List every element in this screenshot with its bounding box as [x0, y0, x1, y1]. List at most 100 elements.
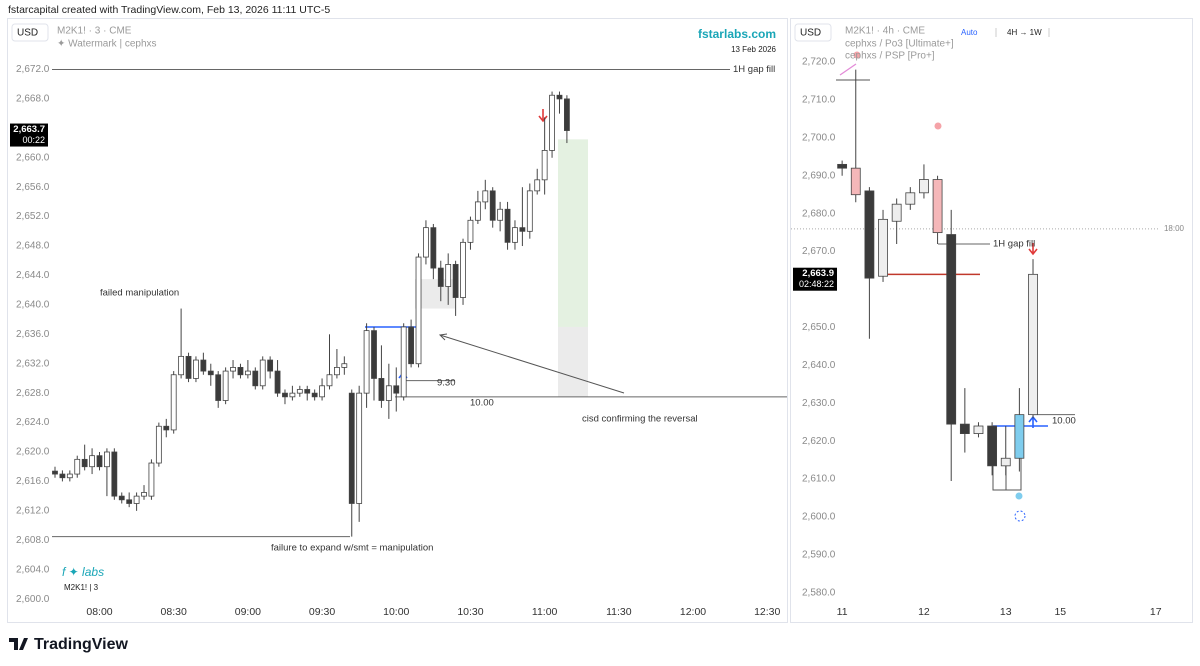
candle-body	[437, 267, 444, 287]
candle-body	[163, 425, 170, 431]
candle-body	[497, 208, 504, 221]
candle-body	[452, 264, 459, 298]
candle-body	[170, 374, 177, 431]
candle-body	[267, 359, 274, 372]
marker-ring	[1014, 510, 1026, 522]
logo-text: f ✦ labs	[62, 565, 104, 579]
symbol: M2K1! · 3 · CME	[57, 26, 132, 37]
candle-body	[296, 389, 303, 394]
toolbar-button[interactable]: 4H → 1W	[1007, 28, 1042, 37]
x-tick-label: 08:30	[161, 606, 187, 618]
x-tick-label: 09:00	[235, 606, 261, 618]
candle-body	[1028, 273, 1038, 416]
candle-body	[74, 458, 81, 475]
y-tick-label: 2,710.0	[802, 95, 836, 106]
y-tick-label: 2,660.0	[16, 152, 50, 163]
y-tick-label: 2,690.0	[802, 170, 836, 181]
y-tick-label: 2,620.0	[16, 447, 50, 458]
y-tick-label: 2,668.0	[16, 94, 50, 105]
x-tick-label: 13	[1000, 606, 1012, 618]
marker-line	[839, 63, 857, 76]
candle-body	[385, 385, 392, 401]
candle-body	[148, 462, 155, 497]
candle-body	[200, 359, 207, 372]
candle-body	[96, 455, 103, 468]
toolbar-button[interactable]: Auto	[961, 28, 978, 37]
x-tick-label: 12	[918, 606, 930, 618]
separator	[995, 28, 1050, 37]
x-tick-label: 17	[1150, 606, 1162, 618]
candle-body	[932, 179, 943, 234]
candle-body	[289, 392, 296, 398]
candle-body	[541, 150, 548, 181]
candle-body	[564, 98, 570, 131]
x-tick-label: 12:00	[680, 606, 706, 618]
candle-body	[549, 94, 555, 151]
date: 13 Feb 2026	[731, 45, 776, 54]
candle-body	[837, 163, 848, 169]
y-tick-label: 2,656.0	[16, 182, 50, 193]
candle-body	[274, 370, 281, 394]
candle-body	[919, 179, 929, 194]
candle-body	[348, 392, 355, 504]
candle-body	[891, 203, 902, 222]
candle-body	[282, 392, 288, 398]
candle-body	[973, 425, 984, 435]
candle-body	[415, 256, 422, 365]
marker-dot	[853, 51, 861, 59]
y-tick-label: 2,648.0	[16, 241, 50, 252]
annotation: 18:00	[1164, 224, 1185, 233]
left-pane	[7, 18, 788, 623]
candle-body	[185, 355, 192, 379]
y-tick-label: 2,636.0	[16, 329, 50, 340]
arrow-line	[438, 333, 625, 394]
last-price: 2,663.7	[13, 124, 45, 135]
currency-box[interactable]	[11, 23, 49, 42]
annotation: 10.00	[470, 398, 494, 409]
brand: fstarlabs.com	[698, 27, 776, 41]
candle-body	[141, 492, 147, 497]
candle-body	[474, 201, 481, 221]
candle-body	[460, 241, 466, 298]
zone	[558, 326, 588, 397]
y-tick-label: 2,628.0	[16, 388, 50, 399]
candle-body	[178, 355, 185, 376]
candle-body	[193, 359, 199, 379]
y-tick-label: 2,600.0	[802, 512, 836, 523]
marker-dot	[1015, 492, 1023, 500]
annotation: 9.30	[437, 378, 456, 389]
candle-body	[104, 451, 110, 468]
x-tick-label: 11	[837, 606, 848, 618]
annotation: failure to expand w/smt = manipulation	[271, 543, 433, 554]
last-price-box	[793, 267, 837, 291]
y-tick-label: 2,580.0	[802, 588, 836, 599]
candle-body	[504, 208, 511, 243]
x-tick-label: 11:30	[606, 606, 632, 618]
symbol: M2K1! · 4h · CME	[845, 26, 925, 37]
indicator: ✦ Watermark | cephxs	[57, 39, 157, 50]
y-tick-label: 2,672.0	[16, 64, 50, 75]
indicator: cephxs / PSP [Pro+]	[845, 51, 935, 62]
candle-body	[878, 218, 888, 277]
y-tick-label: 2,632.0	[16, 358, 50, 369]
y-tick-label: 2,700.0	[802, 132, 836, 143]
y-tick-label: 2,616.0	[16, 476, 50, 487]
candle-body	[946, 234, 957, 425]
candle-body	[230, 367, 236, 372]
y-tick-label: 2,630.0	[802, 398, 836, 409]
candle-body	[133, 495, 140, 504]
candle-body	[987, 425, 998, 467]
right-pane	[790, 18, 1193, 623]
currency: USD	[17, 28, 38, 39]
candle-body	[311, 392, 318, 398]
candle-body	[207, 370, 214, 376]
pane-label: M2K1! | 3	[64, 583, 99, 592]
candle-body	[482, 190, 489, 203]
y-tick-label: 2,652.0	[16, 211, 50, 222]
annotation: failed manipulation	[100, 288, 179, 299]
candle-body	[155, 425, 162, 464]
currency-box[interactable]	[794, 23, 832, 42]
candle-body	[244, 370, 251, 376]
candle-body	[126, 499, 133, 504]
